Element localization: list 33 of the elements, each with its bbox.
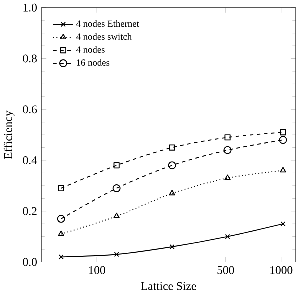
point	[224, 146, 232, 154]
y-tick-label: 0.2	[23, 207, 37, 216]
y-tick-label: 0.6	[23, 106, 38, 114]
y-tick-label: 1.0	[24, 4, 37, 12]
legend-label: 16 nodes	[77, 59, 110, 66]
y-tick-label: 0.0	[23, 258, 37, 266]
point	[112, 184, 121, 192]
point	[280, 167, 286, 173]
y-tick-label: 0.4	[23, 156, 38, 164]
point	[114, 252, 120, 258]
point	[58, 185, 64, 192]
y-axis-title: Efficiency	[4, 110, 15, 159]
x-tick-label: 100	[89, 266, 106, 274]
point	[114, 212, 120, 218]
point	[224, 174, 231, 180]
legend-label: 4 nodes	[76, 46, 105, 53]
y-tick-label: 0.8	[23, 54, 37, 63]
point	[114, 162, 120, 169]
x-tick-label: 1000	[270, 266, 293, 274]
point	[169, 144, 176, 151]
legend-label: 4 nodes Ethernet	[76, 20, 140, 27]
point	[170, 244, 175, 250]
point	[224, 134, 231, 141]
point	[279, 136, 288, 144]
point	[169, 190, 176, 196]
point	[57, 214, 66, 223]
legend-label: 4 nodes switch	[76, 33, 132, 40]
point	[280, 129, 286, 136]
x-tick-label: 500	[218, 266, 234, 274]
point	[225, 234, 230, 240]
point	[168, 162, 176, 170]
point	[58, 230, 64, 236]
x-axis-title: Lattice Size	[141, 282, 196, 290]
